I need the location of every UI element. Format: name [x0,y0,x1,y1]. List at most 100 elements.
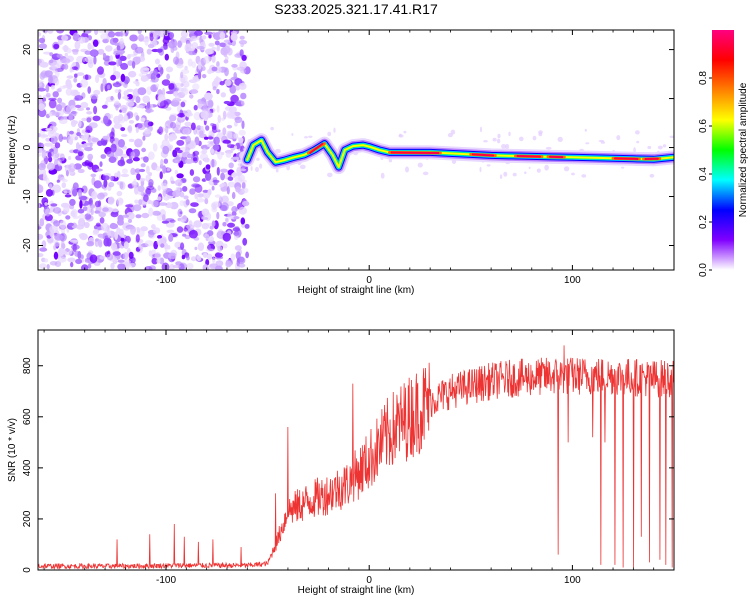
noise-speck [38,184,44,193]
noise-speck [240,217,246,225]
noise-speck [616,135,621,141]
noise-speck [44,208,51,217]
noise-speck [63,106,71,114]
noise-speck [193,30,203,36]
noise-speck [94,200,101,208]
noise-speck [234,116,243,124]
noise-speck [84,74,89,81]
noise-speck [219,42,227,48]
noise-speck [223,100,231,105]
noise-speck [186,255,190,261]
noise-speck [103,237,110,247]
noise-speck [48,183,53,190]
noise-speck [161,220,170,224]
noise-speck [499,174,503,179]
noise-speck [198,160,202,166]
noise-speck [211,201,221,208]
noise-speck [497,133,501,139]
noise-speck [163,36,171,40]
noise-speck [237,172,242,177]
noise-speck [405,166,409,173]
noise-speck [74,40,81,50]
noise-speck [49,125,55,135]
noise-speck [155,58,160,65]
noise-speck [63,205,70,214]
noise-speck [110,175,114,182]
noise-speck [153,68,158,76]
noise-speck [194,193,199,200]
noise-speck [234,245,242,251]
noise-speck [38,31,42,37]
noise-speck [256,157,260,161]
noise-speck [126,158,133,164]
noise-speck [104,228,110,234]
noise-speck [179,200,185,207]
noise-speck [44,142,53,147]
noise-speck [191,61,196,68]
noise-speck [161,262,170,270]
noise-speck [110,95,114,101]
noise-speck [214,194,221,198]
noise-speck [97,140,103,147]
noise-speck [109,55,113,62]
noise-speck [240,42,244,48]
noise-speck [97,239,103,247]
noise-speck [116,227,121,234]
noise-speck [123,90,129,97]
noise-speck [72,62,76,67]
noise-speck [80,78,89,88]
noise-speck [233,231,240,236]
noise-speck [239,35,245,40]
noise-speck [230,33,238,42]
noise-speck [114,148,124,157]
noise-speck [198,71,202,80]
noise-speck [146,48,152,55]
noise-speck [232,171,236,179]
noise-speck [66,83,73,89]
noise-speck [140,75,149,82]
noise-speck [110,74,116,81]
noise-speck [168,135,174,142]
noise-speck [211,66,218,72]
noise-speck [270,126,274,131]
noise-speck [47,30,54,34]
noise-speck [108,181,115,188]
noise-speck [91,190,98,200]
noise-speck [209,225,214,230]
noise-speck [65,87,73,96]
ridge-peak-segment [614,157,639,160]
noise-speck [137,122,146,131]
noise-speck [113,50,120,56]
noise-speck [134,168,141,174]
noise-speck [81,161,89,167]
noise-speck [380,172,385,179]
noise-speck [242,237,248,246]
noise-speck [225,260,232,268]
noise-speck [115,71,121,77]
noise-speck [45,128,52,132]
noise-speck [117,263,126,270]
snr-xlabel: Height of straight line (km) [298,585,415,596]
noise-speck [63,190,68,195]
noise-speck [144,240,154,247]
noise-speck [78,214,86,220]
snr-panel: -100 0 100 0 200 400 600 800 Height of straight… [7,329,675,596]
noise-speck [51,111,61,116]
noise-speck [52,184,61,193]
noise-speck [211,46,217,51]
noise-speck [66,75,74,79]
noise-speck [87,86,91,94]
noise-speck [39,61,49,68]
noise-speck [142,135,146,141]
noise-speck [38,153,42,157]
noise-speck [99,161,103,168]
noise-speck [116,197,124,206]
noise-speck [97,66,104,75]
noise-speck [116,190,123,197]
noise-speck [100,83,104,92]
noise-speck [192,176,201,183]
noise-speck [58,247,65,257]
noise-speck [49,231,55,238]
noise-speck [186,224,195,230]
